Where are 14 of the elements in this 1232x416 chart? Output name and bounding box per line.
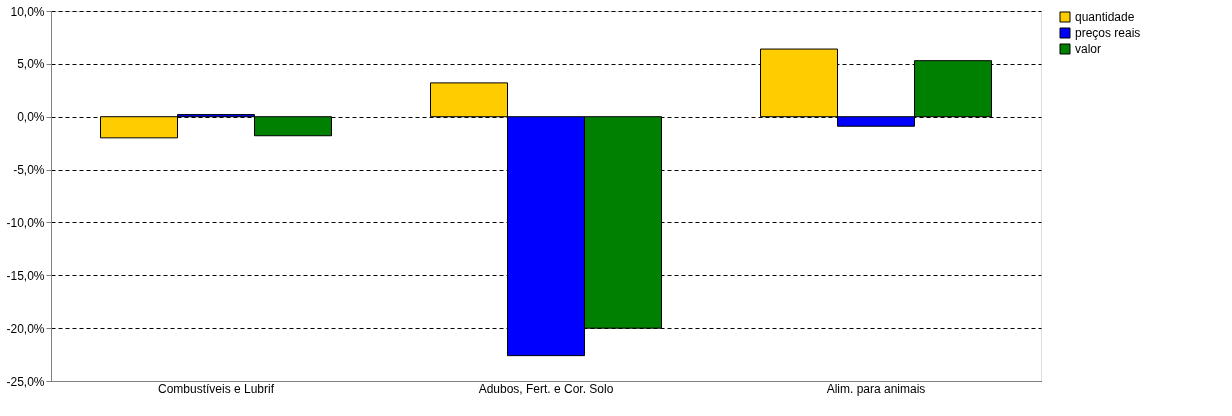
x-tick-label: Adubos, Fert. e Cor. Solo <box>478 381 614 396</box>
legend-label: valor <box>1075 42 1102 56</box>
legend-label: quantidade <box>1075 10 1135 24</box>
y-tick-label: 0,0% <box>17 110 45 125</box>
y-tick-label: -10,0% <box>6 215 45 230</box>
legend-label: preços reais <box>1075 26 1141 40</box>
y-tick-label: 5,0% <box>17 57 45 72</box>
y-tick-label: -25,0% <box>6 374 45 389</box>
x-tick-label: Alim. para animais <box>826 381 926 396</box>
y-tick-label: -20,0% <box>6 321 45 336</box>
y-tick-label: -15,0% <box>6 268 45 283</box>
y-tick-label: -5,0% <box>13 163 45 178</box>
x-tick-label: Combustíveis e Lubrif <box>157 381 275 396</box>
y-tick-label: 10,0% <box>10 4 45 19</box>
